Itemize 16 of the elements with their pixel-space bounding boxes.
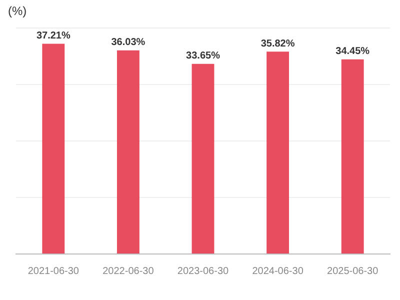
data-label: 35.82% (260, 38, 295, 50)
bar (266, 52, 290, 254)
bar (42, 44, 65, 254)
y-axis-title: (%) (8, 4, 27, 18)
bar (116, 50, 140, 254)
x-tick-label: 2024-06-30 (252, 266, 304, 277)
bar (341, 59, 364, 254)
data-label: 33.65% (186, 50, 220, 62)
x-tick-label: 2025-06-30 (327, 266, 379, 277)
bar (192, 64, 214, 254)
data-label: 34.45% (336, 46, 370, 58)
data-label: 36.03% (111, 37, 146, 48)
data-label: 37.21% (36, 30, 70, 42)
x-tick-label: 2021-06-30 (28, 266, 80, 277)
x-tick-label: 2023-06-30 (177, 266, 230, 277)
x-tick-label: 2022-06-30 (102, 266, 154, 277)
